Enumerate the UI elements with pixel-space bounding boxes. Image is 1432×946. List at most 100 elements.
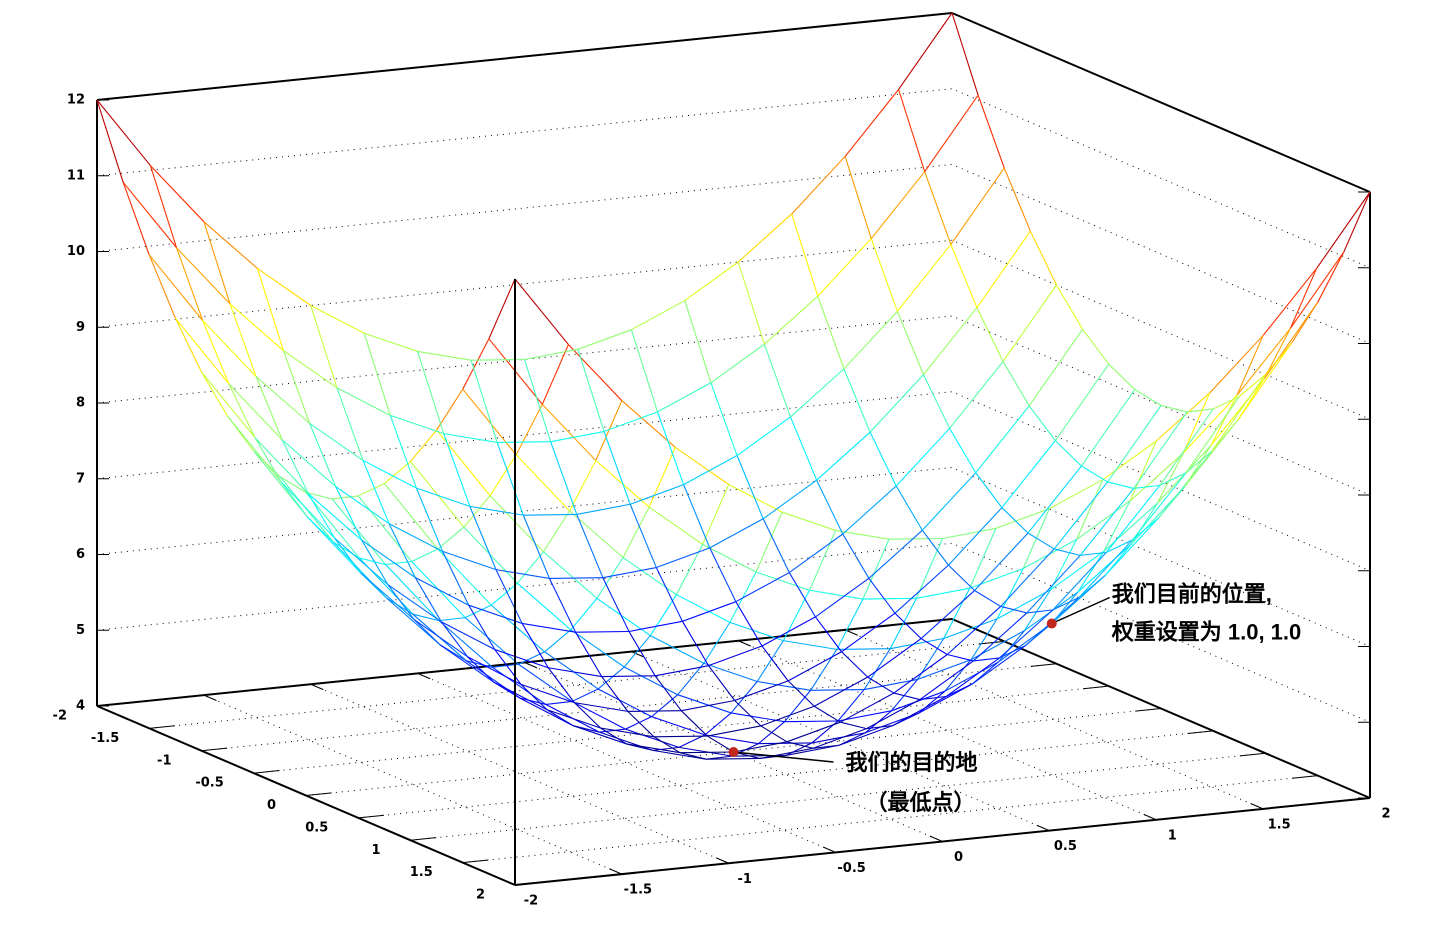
mesh-line xyxy=(335,486,363,541)
mesh-line xyxy=(602,566,657,579)
mesh-line xyxy=(1183,392,1211,454)
mesh-line xyxy=(383,483,439,550)
mesh-line xyxy=(683,484,711,549)
mesh-line xyxy=(1316,191,1371,269)
mesh-line xyxy=(468,604,496,650)
mesh-line xyxy=(494,649,549,669)
mesh-line xyxy=(734,680,789,702)
mesh-line xyxy=(1184,445,1212,487)
mesh-line xyxy=(946,606,1002,655)
x-tick-label: -1 xyxy=(738,872,752,887)
z-tick-label: 12 xyxy=(67,93,85,108)
mesh-line xyxy=(543,510,571,553)
annotation-text: （最低点） xyxy=(866,790,976,815)
mesh-line xyxy=(150,165,205,223)
mesh-line xyxy=(523,359,552,442)
mesh-line xyxy=(283,350,338,389)
mesh-line xyxy=(469,506,497,570)
mesh-line xyxy=(810,689,865,691)
grid-line xyxy=(310,683,729,864)
mesh-line xyxy=(656,547,710,569)
mesh-line xyxy=(737,261,765,345)
mesh-line xyxy=(96,99,124,183)
mesh-line xyxy=(442,550,497,571)
mesh-line xyxy=(841,612,896,653)
mesh-line xyxy=(601,676,629,712)
mesh-line xyxy=(970,618,998,661)
mesh-line xyxy=(707,725,761,737)
mesh-line xyxy=(490,582,518,606)
y-tick-label: 1 xyxy=(371,843,380,858)
mesh-line xyxy=(977,95,1005,169)
mesh-line xyxy=(784,689,812,723)
x-tick xyxy=(738,640,751,647)
mesh-line xyxy=(1029,230,1057,286)
mesh-line xyxy=(837,689,865,722)
y-tick-label: -1 xyxy=(157,753,171,768)
mesh-line xyxy=(761,645,789,682)
mesh-line xyxy=(921,529,949,566)
mesh-line xyxy=(870,171,926,239)
mesh-line xyxy=(467,656,522,685)
mesh-line xyxy=(815,577,870,618)
mesh-line xyxy=(519,697,547,705)
mesh-line xyxy=(896,244,952,312)
mesh-line xyxy=(519,697,574,727)
mesh-line xyxy=(974,590,1001,607)
mesh-line xyxy=(976,230,1031,308)
mesh-line xyxy=(305,492,360,559)
mesh-line xyxy=(256,267,312,306)
mesh-line xyxy=(1289,251,1345,329)
mesh-line xyxy=(547,667,575,703)
mesh-line xyxy=(227,415,282,483)
mesh-line xyxy=(570,598,598,631)
mesh-line xyxy=(762,518,790,573)
mesh-line xyxy=(441,621,496,651)
mesh-line xyxy=(413,619,441,646)
mesh-line xyxy=(809,589,864,600)
mesh-line xyxy=(785,742,813,756)
mesh-line xyxy=(518,663,573,702)
mesh-line xyxy=(869,431,897,487)
mesh-line xyxy=(626,743,681,754)
mesh-line xyxy=(920,590,975,639)
mesh-line xyxy=(787,651,842,682)
mesh-line xyxy=(228,383,283,441)
mesh-line xyxy=(1107,405,1162,483)
mesh-line xyxy=(919,660,974,700)
mesh-line xyxy=(520,683,575,704)
mesh-line xyxy=(568,344,623,402)
z-tick-label: 4 xyxy=(76,699,85,714)
mesh-line xyxy=(684,261,739,302)
mesh-line xyxy=(440,621,468,658)
y-tick-label: -1.5 xyxy=(91,731,119,746)
mesh-line xyxy=(597,666,625,690)
mesh-line xyxy=(1291,301,1319,344)
mesh-line xyxy=(760,725,788,743)
mesh-line xyxy=(631,300,686,331)
x-tick-label: -2 xyxy=(524,894,538,909)
mesh-line xyxy=(307,493,335,539)
mesh-line xyxy=(550,441,578,515)
mesh-line xyxy=(708,665,736,701)
mesh-line xyxy=(893,692,921,701)
mesh-line xyxy=(813,705,841,723)
mesh-line xyxy=(550,430,605,443)
mesh-line xyxy=(948,507,1003,566)
mesh-line xyxy=(918,690,946,714)
mesh-line xyxy=(1237,342,1293,420)
mesh-line xyxy=(892,696,947,727)
mesh-line xyxy=(495,569,523,624)
mesh-line xyxy=(515,454,571,512)
mesh-line xyxy=(969,528,997,589)
mesh-line xyxy=(891,679,918,712)
mesh-line xyxy=(417,350,472,361)
mesh-line xyxy=(627,710,655,738)
mesh-line xyxy=(386,597,441,646)
y-tick xyxy=(358,814,384,819)
mesh-line xyxy=(282,350,311,424)
mesh-line xyxy=(890,637,944,650)
mesh-line xyxy=(975,405,1030,474)
mesh-line xyxy=(889,598,917,649)
